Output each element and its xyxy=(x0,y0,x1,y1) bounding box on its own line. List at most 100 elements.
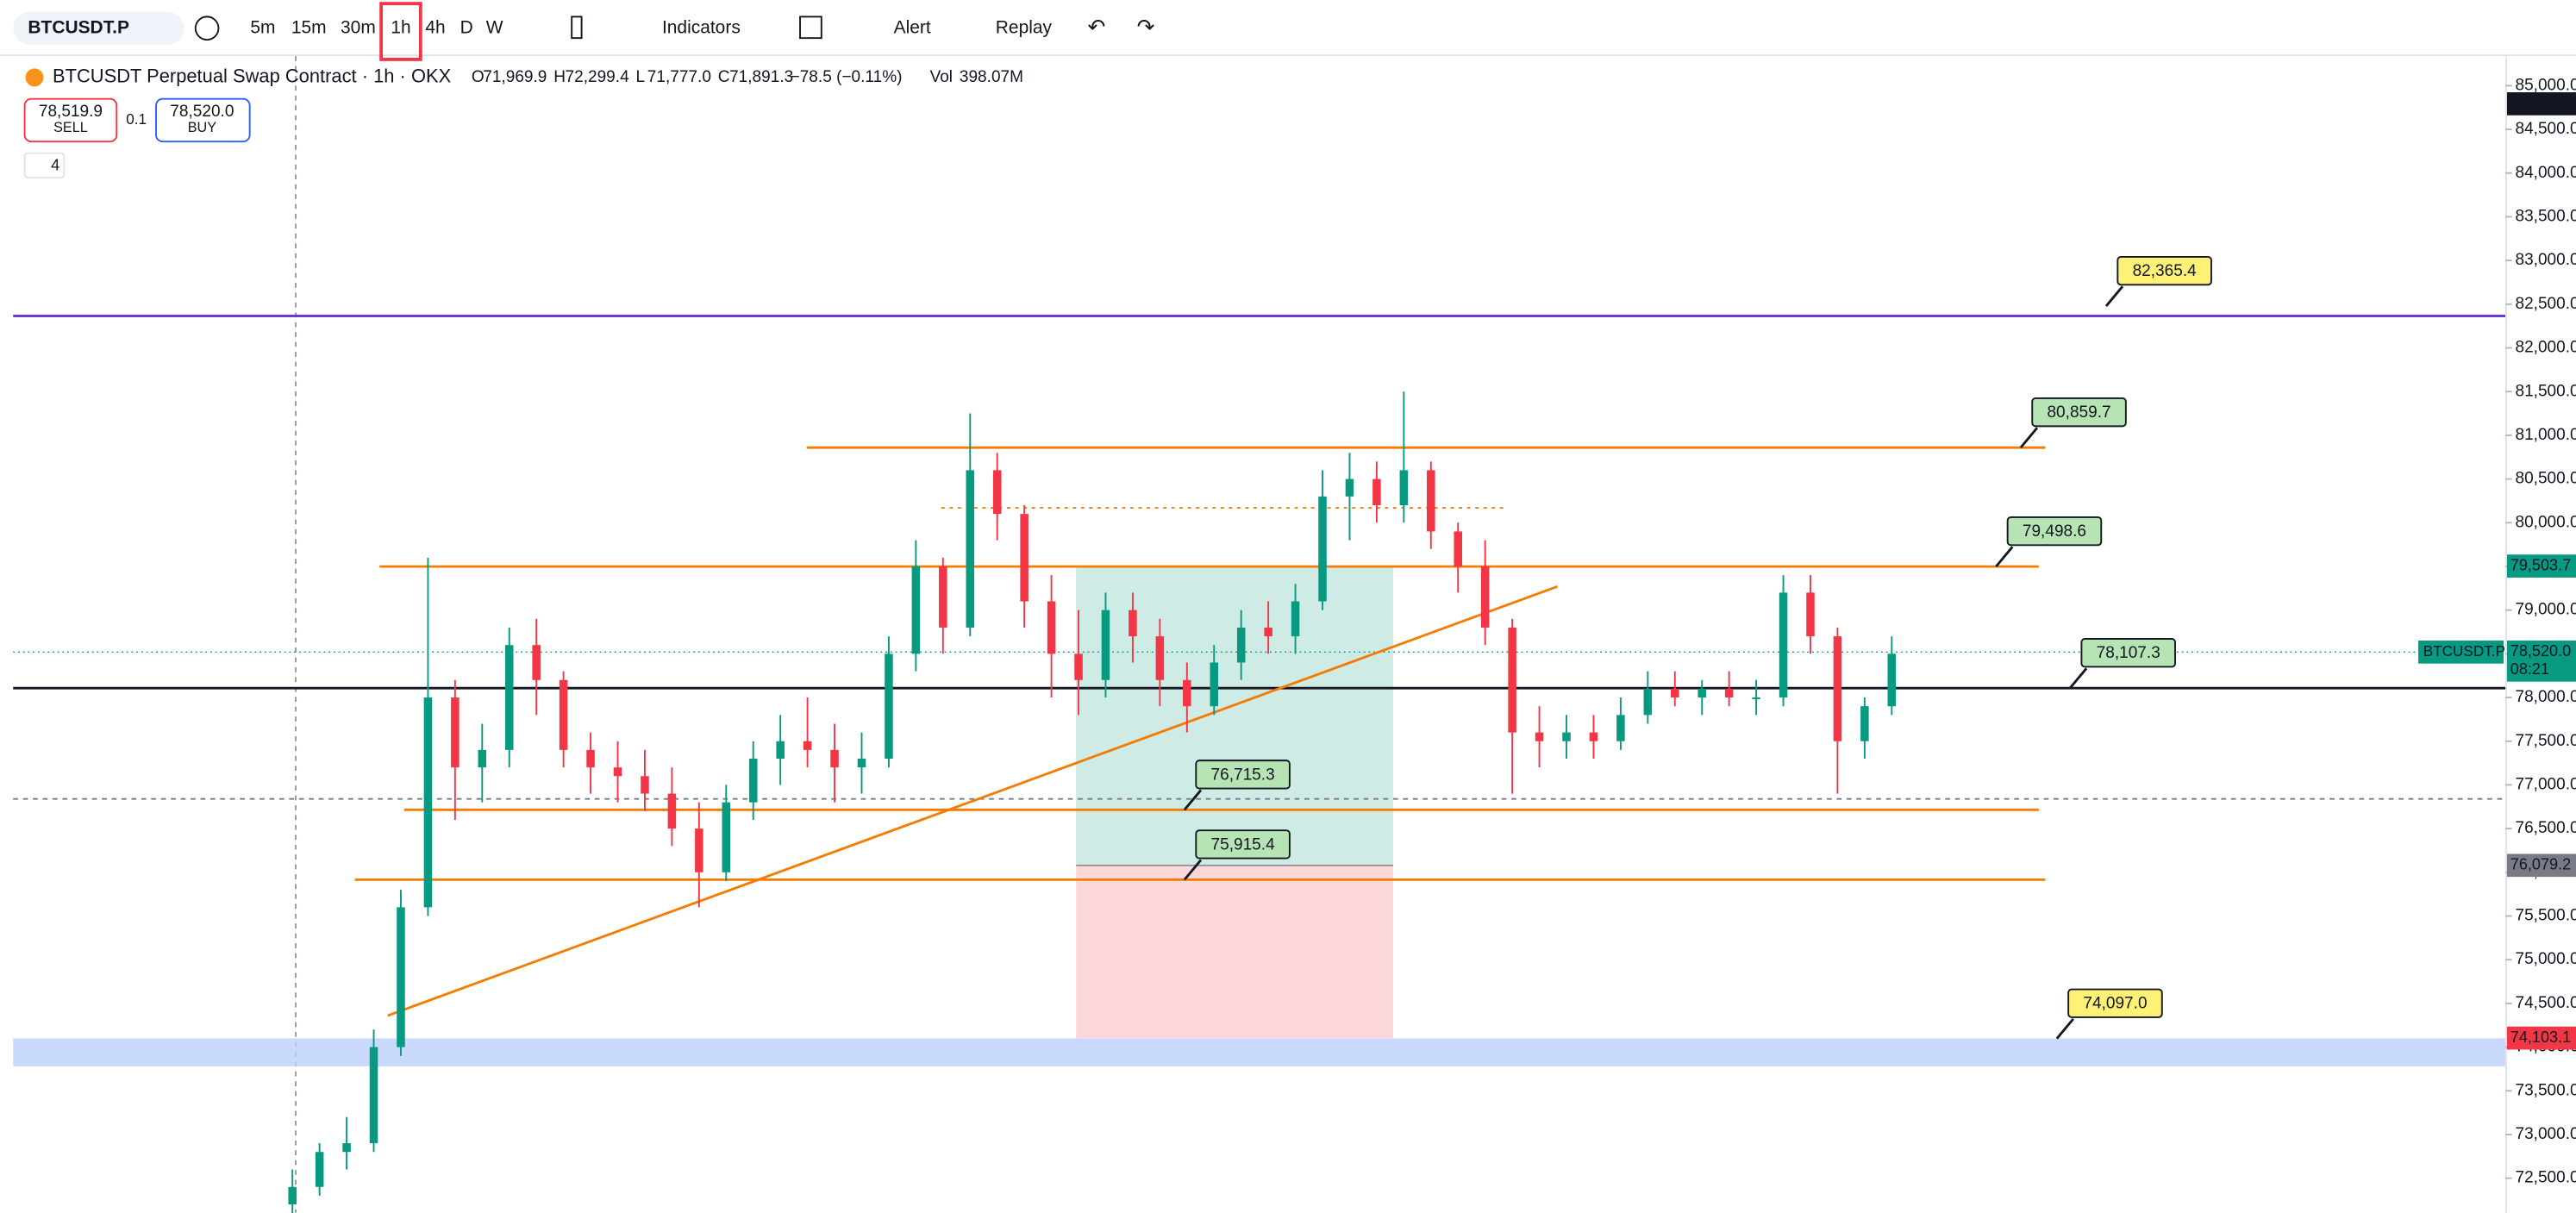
candle-body xyxy=(1372,478,1381,506)
callout-pointer xyxy=(2019,427,2039,449)
zone xyxy=(13,1038,2506,1066)
volume-key: Vol xyxy=(930,68,953,86)
candle-body xyxy=(1264,627,1272,637)
candle-body xyxy=(1616,715,1625,741)
y-tick-label: 83,000.0 xyxy=(2515,251,2576,269)
buy-button[interactable] xyxy=(155,97,251,143)
candle-body xyxy=(911,566,921,654)
undo-button[interactable]: ↶ xyxy=(1088,16,1106,39)
candle-body xyxy=(1698,688,1706,698)
interval-button[interactable]: 5m xyxy=(250,17,275,37)
candle-body xyxy=(586,749,595,768)
y-tick-label: 75,500.0 xyxy=(2515,907,2576,925)
candle-body xyxy=(1210,662,1219,707)
y-tick-label: 77,000.0 xyxy=(2515,775,2576,793)
interval-button[interactable]: D xyxy=(460,17,473,37)
candle-body xyxy=(613,767,622,777)
callout-label: 79,498.6 xyxy=(2023,522,2086,541)
sell-price[interactable]: 78,519.9 xyxy=(39,103,103,121)
candle-body xyxy=(288,1186,297,1205)
volume: 398.07M xyxy=(960,68,1023,86)
y-tick-label: 81,500.0 xyxy=(2515,382,2576,400)
chart-type-icon[interactable] xyxy=(571,16,583,40)
replay-button[interactable]: Replay xyxy=(996,17,1053,37)
candle-body xyxy=(1454,531,1462,566)
candle-body xyxy=(1101,610,1110,680)
candle-body xyxy=(532,645,541,680)
interval-button[interactable]: 15m xyxy=(291,17,327,37)
candle-body xyxy=(451,697,460,768)
callout-box xyxy=(2067,988,2163,1018)
legend-title: BTCUSDT Perpetual Swap Contract · 1h · O… xyxy=(53,66,452,87)
candle-body xyxy=(667,793,677,829)
y-tick-label: 75,000.0 xyxy=(2515,950,2576,968)
plot xyxy=(13,84,2512,1213)
y-tick-label: 82,000.0 xyxy=(2515,339,2576,357)
candle-body xyxy=(1508,627,1516,733)
callout-label: 82,365.4 xyxy=(2133,262,2198,280)
candle-body xyxy=(748,759,758,803)
position-profit xyxy=(1076,566,1393,866)
price-tag-label: 79,503.7 xyxy=(2510,556,2571,573)
interval-button[interactable]: 4h xyxy=(425,17,445,37)
price-tag-label: 74,103.1 xyxy=(2510,1029,2571,1046)
candle-body xyxy=(776,741,785,760)
candle-body xyxy=(1887,653,1897,707)
add-symbol[interactable] xyxy=(194,16,220,41)
candle-body xyxy=(857,759,866,768)
price-tag xyxy=(2506,640,2576,682)
interval-button[interactable]: W xyxy=(486,17,503,37)
buy-price[interactable]: 78,520.0 xyxy=(170,103,234,121)
candle-body xyxy=(397,907,405,1047)
symbol-button[interactable] xyxy=(13,11,184,45)
sell-label[interactable]: SELL xyxy=(53,120,88,135)
buy-label[interactable]: BUY xyxy=(188,120,216,135)
candle-body xyxy=(478,749,487,768)
symbol[interactable]: BTCUSDT.P xyxy=(28,17,129,37)
candle-body xyxy=(342,1143,351,1153)
quantity[interactable]: 0.1 xyxy=(126,110,147,128)
y-tick-label: 79,000.0 xyxy=(2515,601,2576,619)
candle-body xyxy=(722,802,731,872)
candle-body xyxy=(939,566,947,628)
y-tick-label: 82,500.0 xyxy=(2515,295,2576,313)
alert-button[interactable]: Alert xyxy=(894,17,931,37)
candle-body xyxy=(1074,653,1083,680)
callout-label: 75,915.4 xyxy=(1211,835,1276,853)
callout-pointer xyxy=(2055,1017,2074,1040)
price-tag-label: 78,520.0 xyxy=(2510,642,2571,660)
callout-box xyxy=(2116,255,2212,286)
ohlc-value: 71,777.0 xyxy=(647,68,711,86)
candle-body xyxy=(1345,478,1354,497)
ohlc-key: L xyxy=(635,68,645,86)
indicator-count[interactable]: 4 xyxy=(51,157,59,174)
y-tick-label: 84,500.0 xyxy=(2515,120,2576,138)
indicators-button[interactable]: Indicators xyxy=(662,17,741,37)
y-tick-label: 76,500.0 xyxy=(2515,819,2576,837)
interval-button[interactable]: 30m xyxy=(341,17,376,37)
candle-body xyxy=(1779,592,1788,698)
layouts-icon[interactable] xyxy=(799,16,822,40)
y-tick-label: 81,000.0 xyxy=(2515,426,2576,444)
candle-body xyxy=(1535,732,1544,741)
y-tick-label: 78,000.0 xyxy=(2515,688,2576,706)
candle-body xyxy=(1155,636,1165,680)
sell-button[interactable] xyxy=(23,97,118,143)
indicators-toggle[interactable] xyxy=(23,152,66,179)
candle-body xyxy=(966,470,975,628)
candle-body xyxy=(1480,566,1490,628)
callout-pointer xyxy=(2068,667,2088,690)
candle-body xyxy=(641,776,649,794)
redo-button[interactable]: ↷ xyxy=(1137,16,1155,39)
symbol-tag xyxy=(2418,640,2504,664)
candle-body xyxy=(1643,688,1653,716)
price-tag-label: 76,079.2 xyxy=(2510,856,2571,873)
candle-body xyxy=(1806,592,1815,637)
ui: BTCUSDT.P 5m 15m 30m 1h 4h D W Indicators Alert Re… xyxy=(13,2,2576,1187)
candle-body xyxy=(315,1152,324,1187)
callout-box xyxy=(2031,397,2127,428)
interval-button[interactable]: 1h xyxy=(391,17,410,37)
candle-body xyxy=(992,470,1002,515)
